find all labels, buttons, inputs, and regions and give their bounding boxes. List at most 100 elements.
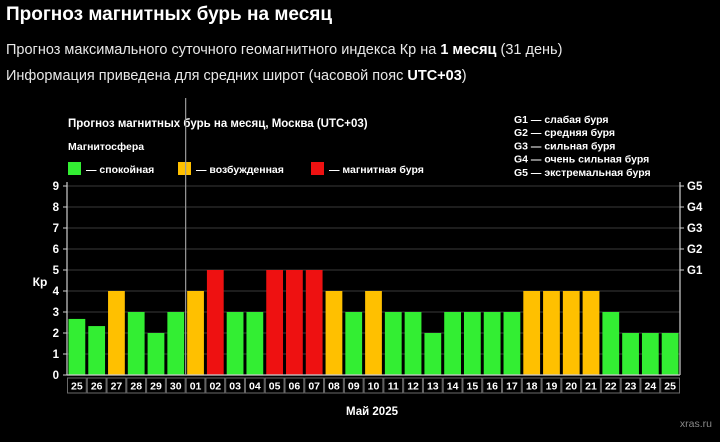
x-tick-label: 18: [526, 381, 538, 393]
x-tick-label: 25: [664, 381, 676, 393]
storm-scale-legend-item: G2 — средняя буря: [514, 127, 615, 139]
x-tick-label: 07: [308, 381, 320, 393]
bar-14: [444, 312, 461, 375]
x-tick-box: [67, 377, 87, 394]
x-tick-label: 01: [190, 381, 202, 393]
bar-06: [286, 270, 303, 375]
x-tick-labels: 25 26 27 28 29 30 01 02 03 04 05 06 07 08 09 10 11 12 13 14…: [67, 377, 681, 394]
x-tick-label: 17: [506, 381, 518, 393]
y-tick-label: 5: [53, 265, 60, 277]
x-tick-box: [620, 377, 641, 394]
x-tick-box: [640, 377, 661, 394]
g-tick-label: G2: [687, 244, 702, 256]
x-tick-label: 12: [407, 381, 419, 393]
chart-svg: Прогноз магнитных бурь на месяц, Москва …: [0, 98, 720, 437]
bar-16: [483, 312, 501, 375]
x-tick-label: 21: [585, 381, 597, 393]
g-tick-label: G1: [687, 265, 703, 277]
x-tick-label: 30: [170, 381, 182, 393]
x-tick-box: [205, 377, 226, 394]
x-tick-label: 25: [71, 381, 83, 393]
x-tick-label: 22: [605, 381, 617, 393]
bar-07: [305, 270, 323, 375]
kp-forecast-chart: Прогноз магнитных бурь на месяц, Москва …: [0, 98, 720, 437]
bar-29: [147, 333, 165, 375]
bar-18: [523, 291, 541, 375]
x-tick-label: 11: [388, 381, 399, 393]
legend-label-storm: — магнитная буря: [329, 164, 424, 176]
x-tick-label: 03: [229, 381, 241, 393]
bars: [68, 270, 679, 375]
x-tick-label: 05: [269, 381, 281, 393]
bar-17: [503, 312, 521, 375]
x-tick-box: [541, 377, 562, 394]
x-tick-label: 28: [130, 381, 142, 393]
legend-swatch-storm: [311, 162, 324, 175]
x-tick-label: 02: [209, 381, 221, 393]
x-tick-box: [284, 377, 305, 394]
y-tick-label: 8: [53, 202, 60, 214]
x-tick-box: [225, 377, 245, 394]
legend-label-calm: — спокойная: [86, 164, 154, 176]
y-tick-label: 1: [53, 349, 60, 361]
x-tick-label: 06: [289, 381, 301, 393]
x-tick-label: 10: [368, 381, 380, 393]
bar-03: [226, 312, 244, 375]
y-tick-label: 7: [53, 223, 59, 235]
forecast-description-prefix: Прогноз максимального суточного геомагни…: [6, 42, 441, 58]
x-axis-label: Май 2025: [346, 406, 399, 418]
bar-30: [167, 312, 185, 375]
forecast-period: 1 месяц: [440, 42, 497, 58]
g-tick-label: G5: [687, 181, 703, 193]
bar-24: [641, 333, 659, 375]
x-tick-box: [561, 377, 582, 394]
bar-09: [345, 312, 363, 375]
legend-label-excited: — возбужденная: [196, 164, 284, 176]
x-tick-box: [324, 377, 344, 394]
bar-11: [384, 312, 402, 375]
x-tick-label: 20: [565, 381, 577, 393]
x-tick-box: [383, 377, 404, 394]
legend-swatch-excited: [178, 162, 191, 175]
x-tick-box: [304, 377, 325, 394]
legend-swatch-calm: [68, 162, 81, 175]
legend: — спокойная — возбужденная — магнитная бур…: [68, 162, 424, 176]
bar-08: [325, 291, 343, 375]
forecast-description: Прогноз максимального суточного геомагни…: [6, 42, 562, 58]
y-tick-label: 9: [53, 181, 59, 193]
bar-12: [404, 312, 422, 375]
x-tick-box: [660, 377, 681, 394]
x-tick-label: 09: [348, 381, 360, 393]
y-tick-label: 0: [53, 370, 59, 382]
bar-02: [206, 270, 224, 375]
x-tick-box: [462, 377, 483, 394]
x-tick-label: 29: [150, 381, 162, 393]
bar-22: [602, 312, 620, 375]
g-tick-label: G3: [687, 223, 702, 235]
x-tick-label: 16: [486, 381, 498, 393]
bar-21: [582, 291, 600, 375]
x-tick-box: [264, 377, 285, 394]
forecast-description-suffix: (31 день): [496, 42, 563, 58]
x-tick-label: 14: [447, 381, 459, 393]
storm-scale-legend-item: G1 — слабая буря: [514, 114, 609, 126]
y-tick-label: 6: [53, 244, 59, 256]
x-tick-label: 19: [546, 381, 558, 393]
x-tick-box: [165, 377, 186, 394]
storm-scale-legend-item: G3 — сильная буря: [514, 140, 615, 152]
bar-04: [246, 312, 264, 375]
bar-20: [562, 291, 580, 375]
x-tick-box: [482, 377, 503, 394]
x-tick-box: [343, 377, 364, 394]
bar-19: [543, 291, 560, 375]
y-tick-labels: 0 1 2 3 4 5 6 7 8 9: [53, 181, 67, 382]
y-axis-label: Кр: [33, 275, 48, 289]
bar-27: [108, 291, 125, 375]
page-title: Прогноз магнитных бурь на месяц: [6, 4, 333, 25]
x-tick-box: [502, 377, 522, 394]
x-tick-label: 24: [644, 381, 656, 393]
storm-scale-legend-item: G4 — очень сильная буря: [514, 154, 649, 166]
g-tick-label: G4: [687, 202, 703, 214]
x-tick-box: [403, 377, 423, 394]
